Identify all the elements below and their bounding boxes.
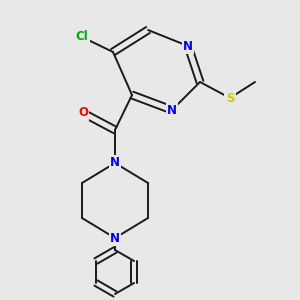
Text: N: N: [110, 232, 120, 244]
Text: N: N: [183, 40, 193, 52]
Text: S: S: [226, 92, 234, 104]
Text: O: O: [78, 106, 88, 119]
Text: Cl: Cl: [76, 31, 88, 44]
Text: N: N: [167, 103, 177, 116]
Text: N: N: [110, 157, 120, 169]
